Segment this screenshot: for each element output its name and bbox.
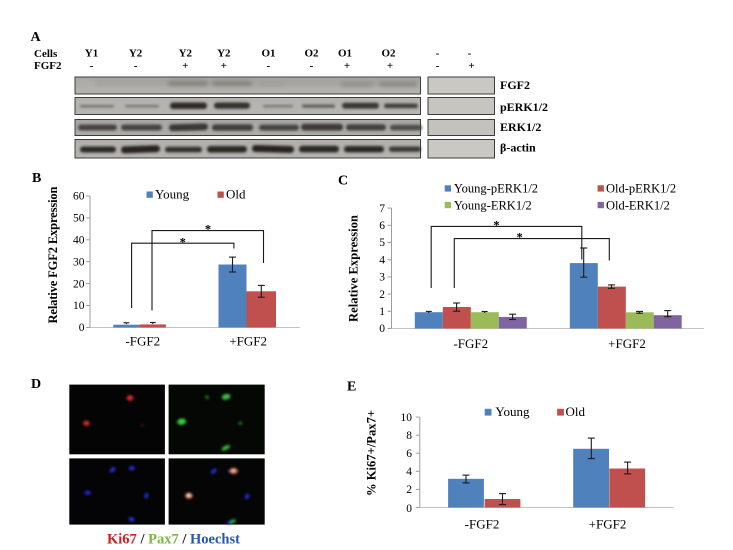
svg-text:*: *: [516, 231, 522, 245]
svg-text:Y2: Y2: [129, 48, 143, 60]
svg-text:+FGF2: +FGF2: [229, 333, 267, 348]
svg-text:-: -: [310, 60, 314, 72]
svg-text:20: 20: [73, 278, 85, 290]
svg-text:Young-ERK1/2: Young-ERK1/2: [454, 198, 532, 212]
svg-text:0: 0: [79, 322, 85, 334]
svg-text:+: +: [182, 60, 188, 72]
svg-text:40: 40: [73, 235, 85, 247]
svg-text:10: 10: [73, 300, 85, 312]
svg-text:O2: O2: [304, 48, 319, 60]
svg-text:*: *: [180, 235, 186, 249]
svg-text:Old-ERK1/2: Old-ERK1/2: [606, 198, 670, 212]
svg-text:β-actin: β-actin: [500, 141, 536, 155]
svg-text:+FGF2: +FGF2: [589, 516, 627, 531]
svg-text:O1: O1: [338, 48, 352, 60]
svg-text:ERK1/2: ERK1/2: [500, 120, 541, 134]
svg-text:O1: O1: [261, 48, 275, 60]
svg-text:% Ki67+/Pax7+: % Ki67+/Pax7+: [365, 410, 379, 496]
svg-text:6: 6: [379, 220, 385, 232]
svg-text:7: 7: [379, 203, 385, 215]
svg-text:60: 60: [73, 191, 85, 203]
svg-text:0: 0: [379, 323, 385, 335]
svg-text:-: -: [267, 60, 271, 72]
svg-text:-: -: [436, 48, 440, 60]
svg-text:-FGF2: -FGF2: [125, 333, 160, 348]
svg-text:-: -: [436, 60, 440, 72]
svg-text:Y2: Y2: [217, 48, 231, 60]
svg-text:-: -: [468, 48, 472, 60]
svg-text:Old-pERK1/2: Old-pERK1/2: [606, 182, 676, 196]
svg-text:-FGF2: -FGF2: [453, 336, 488, 351]
svg-text:B: B: [32, 171, 41, 186]
svg-text:0: 0: [406, 503, 412, 515]
svg-text:Relative Expression: Relative Expression: [347, 215, 361, 322]
svg-text:+: +: [387, 60, 393, 72]
svg-text:Old: Old: [226, 187, 246, 202]
svg-text:6: 6: [406, 448, 412, 460]
svg-text:4: 4: [406, 466, 412, 478]
svg-text:+FGF2: +FGF2: [608, 336, 646, 351]
svg-text:2: 2: [379, 289, 385, 301]
svg-text:*: *: [205, 223, 211, 237]
svg-text:*: *: [493, 219, 499, 233]
svg-text:D: D: [31, 377, 41, 392]
svg-text:Relative FGF2 Expression: Relative FGF2 Expression: [46, 186, 60, 323]
svg-text:Young-pERK1/2: Young-pERK1/2: [454, 182, 538, 196]
svg-text:+: +: [344, 60, 350, 72]
svg-text:-: -: [134, 60, 138, 72]
svg-text:Y1: Y1: [85, 48, 98, 60]
svg-text:10: 10: [401, 412, 413, 424]
svg-text:Y2: Y2: [179, 48, 193, 60]
svg-text:Ki67 / Pax7 / Hoechst: Ki67 / Pax7 / Hoechst: [107, 532, 240, 548]
svg-text:3: 3: [379, 272, 385, 284]
svg-text:FGF2: FGF2: [500, 78, 530, 92]
svg-text:O2: O2: [381, 48, 396, 60]
svg-text:FGF2: FGF2: [34, 60, 62, 72]
svg-text:8: 8: [406, 430, 412, 442]
svg-text:+: +: [221, 60, 227, 72]
svg-text:5: 5: [379, 237, 385, 249]
svg-text:50: 50: [73, 213, 85, 225]
svg-text:4: 4: [379, 254, 385, 266]
svg-text:A: A: [31, 30, 42, 45]
svg-text:Young: Young: [155, 187, 190, 202]
svg-text:+: +: [468, 60, 474, 72]
svg-text:1: 1: [379, 306, 385, 318]
svg-text:pERK1/2: pERK1/2: [500, 100, 548, 114]
svg-text:Old: Old: [566, 404, 586, 419]
svg-text:E: E: [347, 380, 356, 395]
svg-text:-FGF2: -FGF2: [465, 516, 500, 531]
svg-text:30: 30: [73, 256, 85, 268]
svg-text:Cells: Cells: [34, 48, 58, 60]
svg-text:-: -: [90, 60, 94, 72]
svg-text:Young: Young: [495, 404, 530, 419]
svg-text:2: 2: [406, 484, 412, 496]
svg-text:C: C: [338, 174, 348, 189]
